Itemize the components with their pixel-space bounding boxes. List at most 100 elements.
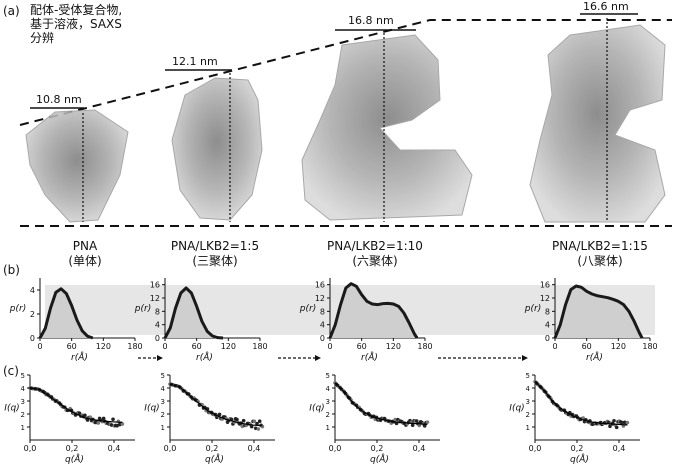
iq-point bbox=[410, 423, 415, 428]
pr-y-tick-label: 0 bbox=[155, 334, 160, 343]
iq-point bbox=[256, 427, 261, 431]
iq-point bbox=[425, 420, 430, 424]
iq-y-tick-label: 5 bbox=[161, 372, 165, 380]
pr-y-tick-label: 16 bbox=[150, 281, 160, 290]
pr-x-tick-label: 180 bbox=[252, 342, 267, 351]
iq-point bbox=[241, 418, 246, 423]
iq-y-label: I(q) bbox=[4, 404, 19, 414]
iq-x-tick-label: 0,0 bbox=[164, 444, 177, 453]
pr-y-tick-label: 4 bbox=[545, 321, 550, 330]
iq-y-tick-label: 1 bbox=[21, 424, 25, 432]
panel-c-label: (c) bbox=[3, 364, 19, 378]
iq-point bbox=[612, 418, 616, 423]
pr-y-label: p(r) bbox=[9, 304, 26, 314]
iq-y-tick-label: 2 bbox=[21, 411, 25, 419]
structure-1-monomer bbox=[25, 109, 129, 223]
pr-x-tick-label: 180 bbox=[127, 342, 142, 351]
size-label-3: 16.8 nm bbox=[348, 14, 394, 27]
structure-3-hexamer bbox=[301, 34, 473, 221]
pr-y-tick-label: 12 bbox=[315, 294, 325, 303]
iq-y-tick-label: 1 bbox=[161, 424, 165, 432]
iq-x-tick-label: 0,0 bbox=[329, 444, 342, 453]
pr-area bbox=[330, 283, 418, 338]
pr-x-tick-label: 0 bbox=[552, 342, 557, 351]
iq-y-tick-label: 5 bbox=[526, 372, 530, 380]
pr-curve bbox=[328, 282, 419, 339]
pr-y-label: p(r) bbox=[134, 304, 151, 314]
iq-point bbox=[255, 421, 259, 426]
sample-name-2: PNA/LKB2=1:5 bbox=[171, 239, 259, 253]
iq-y-tick-label: 2 bbox=[326, 411, 330, 419]
iq-y-tick-label: 2 bbox=[526, 411, 530, 419]
iq-y-tick-label: 1 bbox=[326, 424, 330, 432]
iq-x-tick-label: 0,2 bbox=[571, 444, 584, 453]
pr-y-tick-label: 12 bbox=[540, 294, 550, 303]
iq-x-label: q(Å) bbox=[65, 453, 84, 465]
sample-state-1b: (单体) bbox=[68, 254, 101, 268]
iq-y-label: I(q) bbox=[309, 404, 324, 414]
structure-2-trimer bbox=[171, 77, 263, 221]
sample-state-3: (六聚体) bbox=[352, 254, 397, 268]
iq-point bbox=[422, 424, 427, 428]
pr-y-tick-label: 2 bbox=[30, 310, 35, 319]
pr-y-tick-label: 0 bbox=[320, 334, 325, 343]
pr-curve bbox=[163, 286, 224, 340]
iq-point bbox=[111, 417, 115, 422]
iq-point bbox=[249, 424, 254, 429]
pr-y-tick-label: 12 bbox=[150, 294, 160, 303]
pr-x-tick-label: 0 bbox=[162, 342, 167, 351]
caption-line-3: 分辨 bbox=[30, 31, 54, 45]
sample-name-1: PNA bbox=[73, 239, 98, 253]
iq-x-label: q(Å) bbox=[370, 453, 389, 465]
pr-y-tick-label: 16 bbox=[540, 281, 550, 290]
iq-x-tick-label: 0,4 bbox=[613, 444, 626, 453]
iq-point bbox=[608, 424, 612, 429]
iq-y-tick-label: 4 bbox=[161, 385, 166, 393]
iq-y-label: I(q) bbox=[144, 404, 159, 414]
iq-point bbox=[77, 411, 82, 416]
pr-y-tick-label: 8 bbox=[320, 307, 325, 316]
iq-x-tick-label: 0,4 bbox=[248, 444, 261, 453]
pr-y-tick-label: 4 bbox=[30, 286, 35, 295]
pr-x-tick-label: 120 bbox=[96, 342, 111, 351]
pr-y-tick-label: 8 bbox=[545, 307, 550, 316]
iq-point bbox=[101, 416, 106, 421]
pr-area bbox=[555, 286, 643, 338]
iq-y-label: I(q) bbox=[509, 404, 524, 414]
iq-x-tick-label: 0,0 bbox=[24, 444, 37, 453]
pr-x-label: r(Å) bbox=[71, 351, 88, 363]
iq-y-tick-label: 1 bbox=[526, 424, 530, 432]
pr-x-tick-label: 120 bbox=[386, 342, 401, 351]
iq-y-tick-label: 3 bbox=[21, 398, 25, 406]
pr-x-label: r(Å) bbox=[196, 351, 213, 363]
iq-fit-curve bbox=[334, 382, 428, 425]
pr-x-tick-label: 60 bbox=[67, 342, 77, 351]
pr-x-tick-label: 60 bbox=[357, 342, 367, 351]
iq-x-tick-label: 0,2 bbox=[66, 444, 79, 453]
iq-x-tick-label: 0,0 bbox=[529, 444, 542, 453]
iq-y-tick-label: 4 bbox=[21, 385, 26, 393]
pr-y-label: p(r) bbox=[524, 304, 541, 314]
iq-point bbox=[614, 425, 619, 430]
size-label-4: 16.6 nm bbox=[583, 0, 629, 13]
iq-x-label: q(Å) bbox=[205, 453, 224, 465]
iq-fit-curve bbox=[534, 381, 628, 426]
pr-x-tick-label: 120 bbox=[611, 342, 626, 351]
pr-x-tick-label: 180 bbox=[417, 342, 432, 351]
iq-point bbox=[96, 421, 101, 425]
iq-x-label: q(Å) bbox=[570, 453, 589, 465]
iq-point bbox=[88, 415, 93, 419]
iq-point bbox=[257, 419, 262, 424]
iq-point bbox=[235, 417, 239, 422]
panel-b-label: (b) bbox=[3, 263, 20, 277]
pr-x-label: r(Å) bbox=[586, 351, 603, 363]
panel-a-label: (a) bbox=[3, 4, 20, 18]
iq-y-tick-label: 4 bbox=[326, 385, 331, 393]
pr-y-tick-label: 0 bbox=[30, 334, 35, 343]
iq-x-tick-label: 0,2 bbox=[206, 444, 219, 453]
iq-point bbox=[414, 419, 419, 423]
pr-x-tick-label: 0 bbox=[37, 342, 42, 351]
iq-y-tick-label: 5 bbox=[21, 372, 25, 380]
